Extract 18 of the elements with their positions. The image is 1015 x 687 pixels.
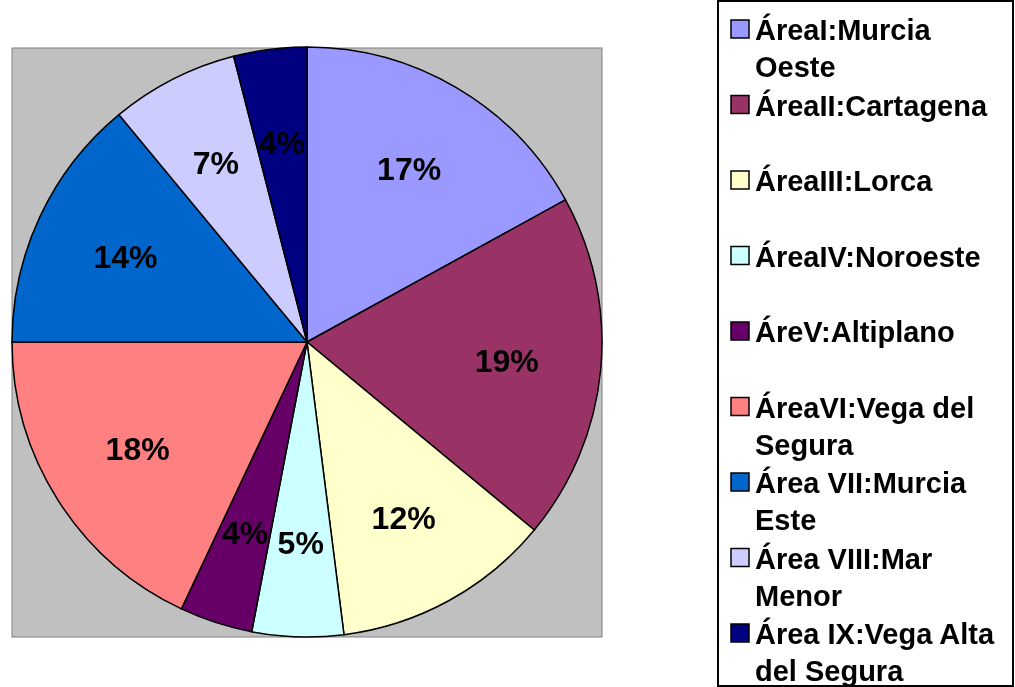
legend-label: ÁreaII:Cartagena [755, 88, 988, 122]
data-label: 4% [258, 124, 305, 161]
data-label: 14% [93, 238, 158, 275]
legend-label: ÁreaVI:Vega del Segura [755, 390, 975, 461]
data-label: 17% [377, 151, 442, 188]
legend-label: Área VIII:Mar Menor [755, 541, 933, 612]
data-label: 12% [371, 499, 436, 536]
data-label: 4% [221, 514, 269, 551]
data-label: 7% [192, 145, 240, 182]
legend-label: Área IX:Vega Alta del Segura [755, 617, 995, 687]
legend-label: ÁreV:Altiplano [755, 315, 955, 348]
legend-label: ÁreaI:Murcia Oeste [755, 13, 932, 83]
legend-label: Área VII:Murcia Este [755, 466, 967, 536]
data-label: 19% [474, 342, 539, 379]
legend-label: ÁreaIII:Lorca [755, 164, 934, 197]
data-label: 5% [277, 524, 324, 561]
data-label: 18% [105, 431, 170, 468]
legend-label: ÁreaIV:Noroeste [755, 239, 981, 273]
